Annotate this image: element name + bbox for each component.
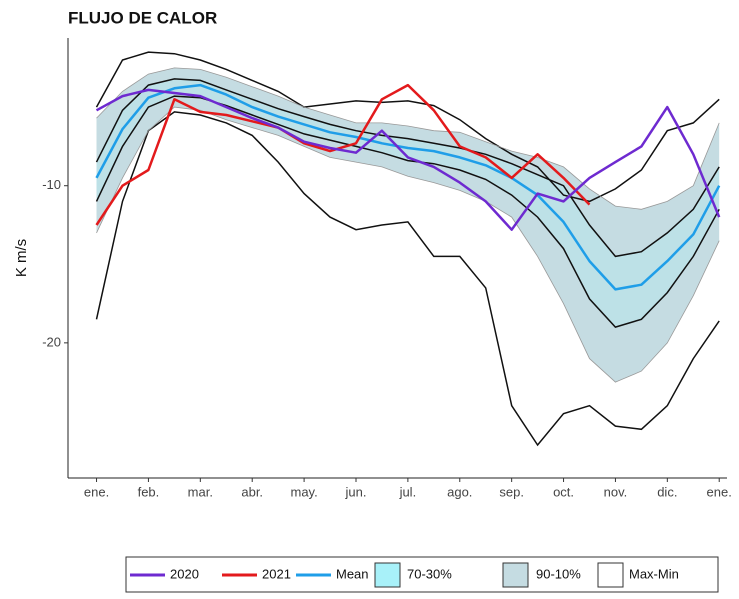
series-line	[95, 83, 721, 291]
legend-swatch	[502, 562, 529, 588]
legend-label: 2021	[262, 566, 291, 581]
y-tick-label: -20	[42, 334, 61, 349]
x-tick-label: mar.	[188, 484, 213, 499]
band-edge	[96, 67, 720, 210]
x-tick-label: ago.	[447, 484, 472, 499]
x-tick-label: dic.	[657, 484, 677, 499]
x-tick-label: jul.	[399, 484, 417, 499]
x-tick-label: jun.	[345, 484, 367, 499]
legend-label: 2020	[170, 566, 199, 581]
x-tick-label: ene.	[707, 484, 732, 499]
legend-label: 90-10%	[536, 566, 581, 581]
legend-label: Max-Min	[629, 566, 679, 581]
band-fill	[96, 52, 720, 445]
x-tick-label: may.	[290, 484, 317, 499]
x-tick-label: sep.	[499, 484, 524, 499]
legend-label: 70-30%	[407, 566, 452, 581]
series-line	[95, 88, 721, 231]
band-edge	[95, 51, 720, 203]
series-line	[95, 83, 591, 226]
chart-title: FLUJO DE CALOR	[68, 8, 217, 27]
legend-label: Mean	[336, 566, 369, 581]
band-edge	[95, 111, 720, 447]
x-tick-label: abr.	[241, 484, 263, 499]
band-edge	[96, 106, 720, 383]
band-edge	[95, 78, 720, 258]
legend-swatch	[374, 562, 401, 588]
x-tick-label: feb.	[138, 484, 160, 499]
legend-box	[125, 556, 719, 593]
x-tick-label: nov.	[604, 484, 628, 499]
y-tick-label: -10	[42, 177, 61, 192]
x-tick-label: ene.	[84, 484, 109, 499]
legend-swatch	[597, 562, 624, 588]
band-edge	[95, 95, 720, 328]
x-tick-label: oct.	[553, 484, 574, 499]
y-axis-label: K m/s	[13, 239, 30, 277]
